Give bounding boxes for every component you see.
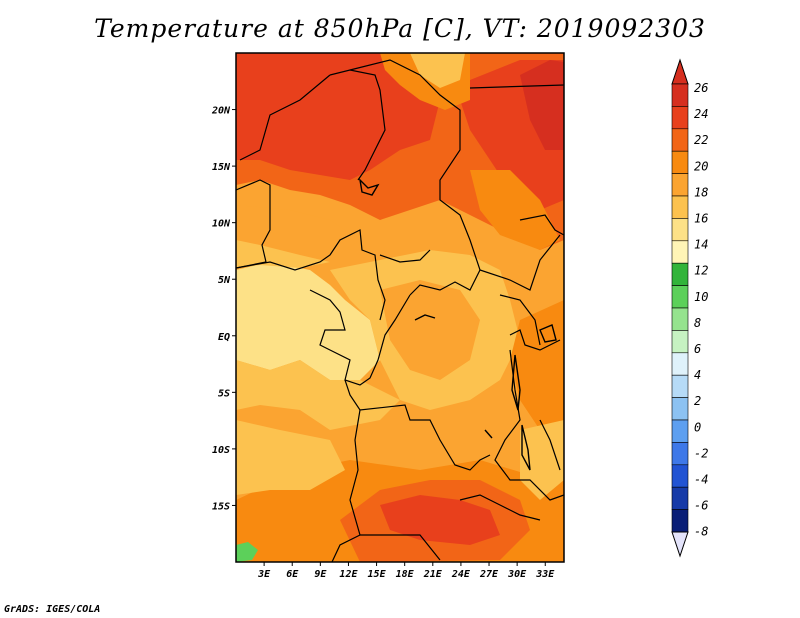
lon-tick-label: 9E [314,569,327,580]
colorbar-bottom-triangle [671,531,689,558]
colorbar-swatch [671,218,689,242]
grads-credit: GrADS: IGES/COLA [4,604,101,615]
temperature-field [236,53,564,562]
lake-outlines [358,177,557,471]
colorbar-swatch [671,419,689,443]
field-east-lakes-22 [510,300,564,430]
field-southwest-12 [236,542,258,562]
lat-tick-label: 15N [212,162,231,173]
colorbar-swatch [671,352,689,376]
colorbar-label: 14 [694,238,708,252]
colorbar-label: 22 [694,133,708,147]
colorbar-label: -4 [694,473,708,487]
colorbar-swatch [671,262,689,286]
field-8n-18 [236,240,330,268]
colorbar-swatch [671,442,689,466]
lat-tick-label: 15S [212,501,230,512]
country-borders [236,59,564,562]
lon-tick-label: 3E [257,569,271,580]
colorbar-swatch [671,307,689,331]
lon-tick-label: 33E [535,569,555,580]
lat-tick-label: 5S [218,388,230,399]
colorbar-label: 24 [694,107,708,121]
lon-tick-label: 24E [451,569,471,580]
lon-tick-label: 18E [396,569,415,580]
longitude-axis: 3E 6E 9E 12E 15E 18E 21E 24E 27E 30E 33E [257,562,555,580]
field-northwest-26 [236,53,440,180]
lon-tick-label: 30E [507,569,527,580]
colorbar-swatch [671,195,689,219]
colorbar-swatch [671,173,689,197]
colorbar-swatch [671,106,689,130]
colorbar-swatch [671,486,689,510]
field-southwest-18 [236,420,345,495]
colorbar-swatch [671,330,689,354]
lon-tick-label: 15E [368,569,387,580]
lon-tick-label: 21E [423,569,443,580]
lon-tick-label: 12E [339,569,358,580]
colorbar-label: 6 [694,342,701,356]
colorbar-label: 16 [694,212,708,226]
field-south-26 [380,495,500,545]
colorbar-label: 2 [694,394,701,408]
colorbar-label: 0 [694,420,701,434]
colorbar-top-triangle [671,58,689,85]
lat-tick-label: EQ [218,332,230,343]
lat-tick-label: 20N [211,106,231,117]
colorbar-label: 10 [694,290,708,304]
field-central-20 [380,280,480,380]
colorbar-swatch [671,83,689,107]
colorbar-swatch [671,509,689,533]
map-title: Temperature at 850hPa [C], VT: 201909230… [94,14,706,43]
colorbar-label: 12 [694,264,708,278]
field-north-18 [410,53,465,88]
field-east-18 [520,420,564,500]
colorbar-swatch [671,285,689,309]
lat-tick-label: 5N [218,275,231,286]
lon-tick-label: 27E [479,569,499,580]
lat-tick-label: 10N [212,219,231,230]
colorbar-label: 26 [694,81,708,95]
colorbar-label: 18 [694,185,708,199]
field-northeast-28 [520,60,564,150]
colorbar-label: 4 [694,368,701,382]
colorbar-swatch [671,464,689,488]
colorbar-swatch [671,240,689,264]
lat-tick-label: 10S [212,445,230,456]
colorbar-swatch [671,374,689,398]
field-10n-20 [236,205,360,260]
colorbar-label: -6 [694,499,708,513]
colorbar-label: -2 [694,446,708,460]
field-east-22 [470,170,560,250]
field-west-16 [236,262,380,380]
colorbar-label: -8 [694,525,708,539]
colorbar-swatch [671,397,689,421]
lon-tick-label: 6E [286,569,299,580]
colorbar-label: 8 [694,316,701,330]
plot-frame [235,52,565,563]
colorbar-swatch [671,150,689,174]
colorbar-label: 20 [694,159,708,173]
latitude-axis: 20N 15N 10N 5N EQ 5S 10S 15S [211,106,236,512]
colorbar-swatch [671,128,689,152]
